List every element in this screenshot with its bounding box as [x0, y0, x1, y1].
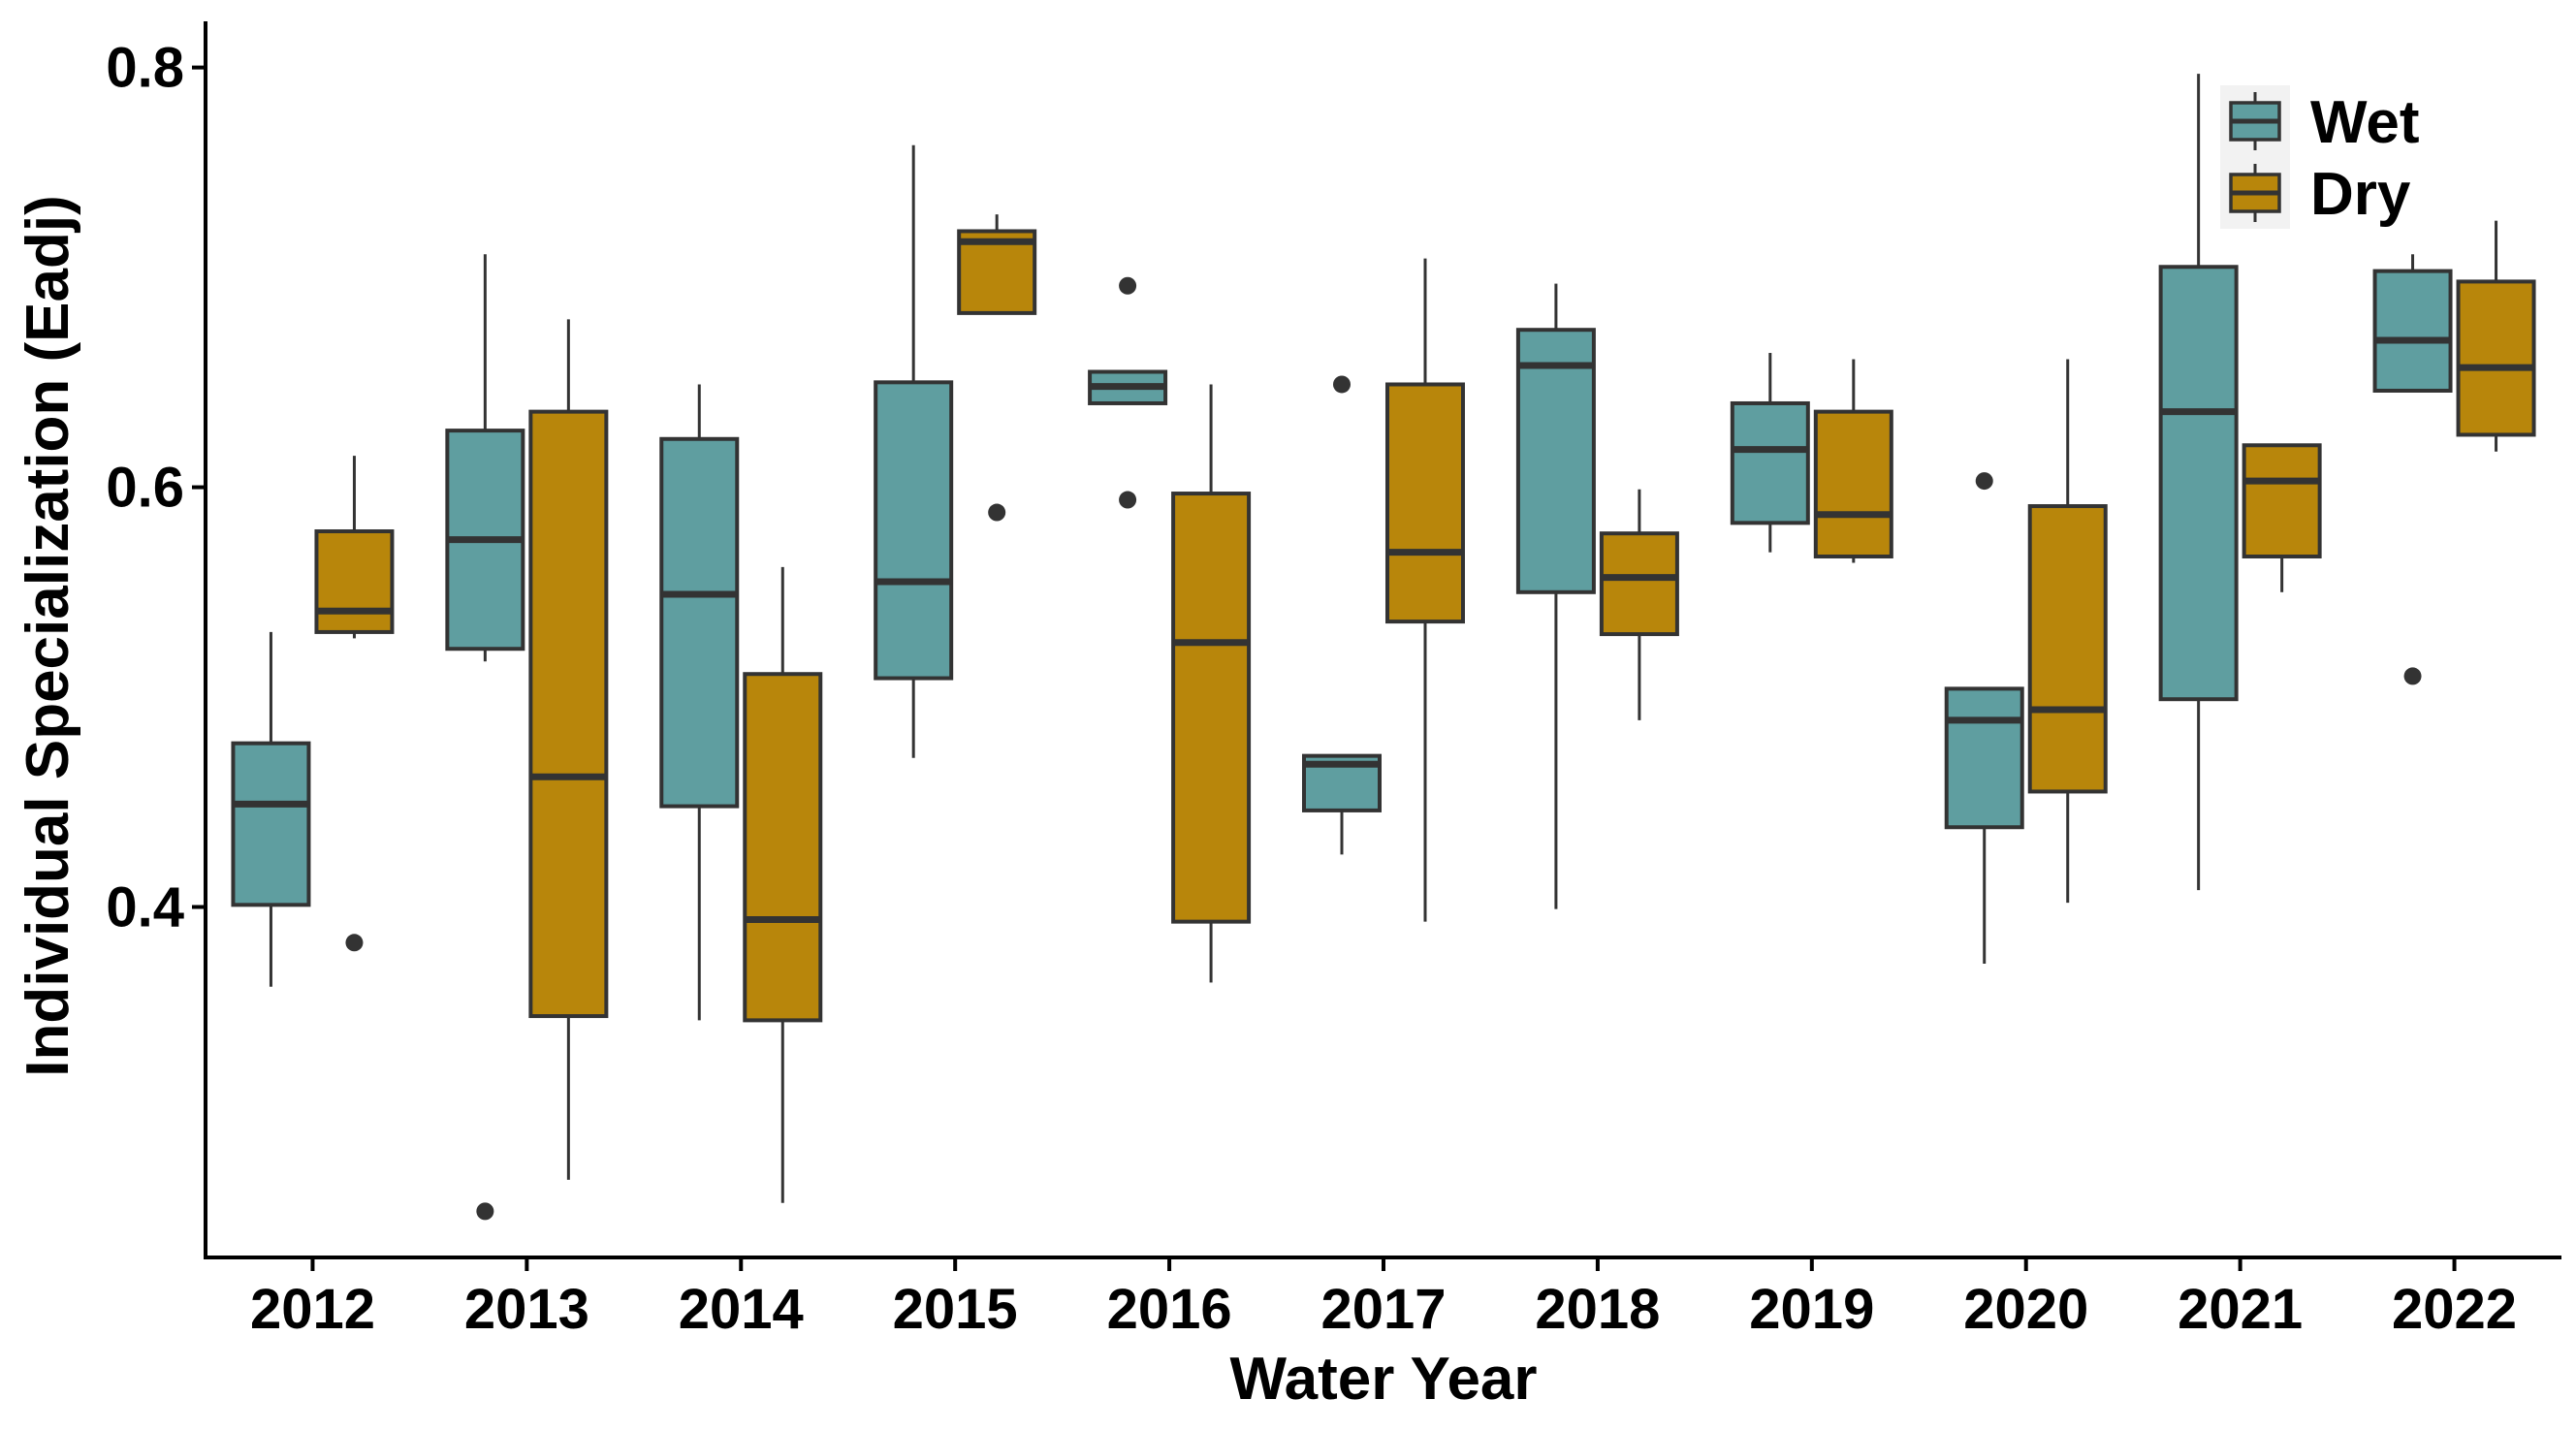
- box-wet-2014: [659, 384, 740, 1021]
- box-wet-2022: [2372, 254, 2453, 685]
- x-tick-label: 2013: [464, 1278, 589, 1341]
- box-iqr: [874, 380, 954, 681]
- outlier-point: [2403, 667, 2422, 685]
- box-wet-2015: [874, 144, 954, 758]
- box-dry-2020: [2027, 359, 2108, 904]
- box-dry-2019: [1813, 359, 1893, 563]
- x-tick-label: 2012: [250, 1278, 375, 1341]
- x-tick-label: 2017: [1320, 1278, 1446, 1341]
- box-iqr: [659, 436, 740, 809]
- outlier-point: [1333, 375, 1351, 394]
- box-dry-2018: [1599, 489, 1679, 720]
- x-axis-title: Water Year: [1229, 1346, 1537, 1413]
- box-iqr: [2027, 504, 2108, 794]
- x-tick-label: 2020: [1963, 1278, 2088, 1341]
- outlier-point: [476, 1202, 494, 1221]
- box-iqr: [528, 409, 609, 1019]
- outlier-point: [1119, 276, 1137, 295]
- box-wet-2020: [1944, 472, 2024, 964]
- x-tick-label: 2016: [1107, 1278, 1232, 1341]
- box-iqr: [1599, 531, 1679, 637]
- box-iqr: [314, 529, 395, 634]
- box-wet-2013: [445, 254, 525, 1221]
- x-tick-label: 2015: [893, 1278, 1018, 1341]
- box-wet-2012: [231, 631, 311, 987]
- box-wet-2016: [1088, 276, 1168, 509]
- x-tick-label: 2018: [1535, 1278, 1660, 1341]
- box-wet-2021: [2158, 74, 2239, 891]
- box-iqr: [2158, 265, 2239, 702]
- box-iqr: [2456, 279, 2536, 437]
- outlier-point: [1975, 472, 1993, 491]
- x-tick-label: 2014: [679, 1278, 804, 1341]
- box-wet-2019: [1730, 353, 1810, 553]
- box-dry-2017: [1385, 258, 1465, 922]
- box-wet-2018: [1515, 283, 1596, 909]
- box-iqr: [1813, 409, 1893, 558]
- box-iqr: [2242, 443, 2322, 558]
- box-dry-2014: [743, 566, 823, 1203]
- box-dry-2021: [2242, 443, 2322, 592]
- box-iqr: [1730, 400, 1810, 525]
- outlier-point: [345, 934, 364, 952]
- box-dry-2015: [957, 214, 1037, 522]
- box-iqr: [231, 741, 311, 907]
- y-ticks: 0.4 0.6 0.8: [106, 37, 206, 938]
- box-iqr: [1944, 686, 2024, 830]
- box-dry-2013: [528, 319, 609, 1180]
- box-dry-2022: [2456, 220, 2536, 452]
- x-ticks: 2012 2013 2014 2015 2016 2017 2018 2019 2020 2021…: [250, 1257, 2517, 1341]
- box-iqr: [1385, 382, 1465, 624]
- x-tick-label: 2021: [2178, 1278, 2303, 1341]
- box-iqr: [2372, 269, 2453, 393]
- legend-label-wet: Wet: [2310, 89, 2420, 156]
- outlier-point: [988, 503, 1006, 522]
- x-tick-label: 2019: [1749, 1278, 1874, 1341]
- box-iqr: [1515, 328, 1596, 594]
- x-tick-label: 2022: [2392, 1278, 2517, 1341]
- y-tick-label: 0.8: [106, 37, 184, 100]
- box-iqr: [743, 672, 823, 1023]
- y-tick-label: 0.4: [106, 875, 184, 938]
- box-dry-2012: [314, 456, 395, 952]
- plot-area: [231, 74, 2536, 1221]
- box-dry-2016: [1171, 384, 1252, 983]
- legend-label-dry: Dry: [2310, 161, 2411, 228]
- y-tick-label: 0.6: [106, 457, 184, 520]
- box-iqr: [1171, 492, 1252, 924]
- box-wet-2017: [1302, 375, 1382, 855]
- y-axis-title: Individual Specialization (Eadj): [15, 195, 81, 1076]
- outlier-point: [1119, 491, 1137, 509]
